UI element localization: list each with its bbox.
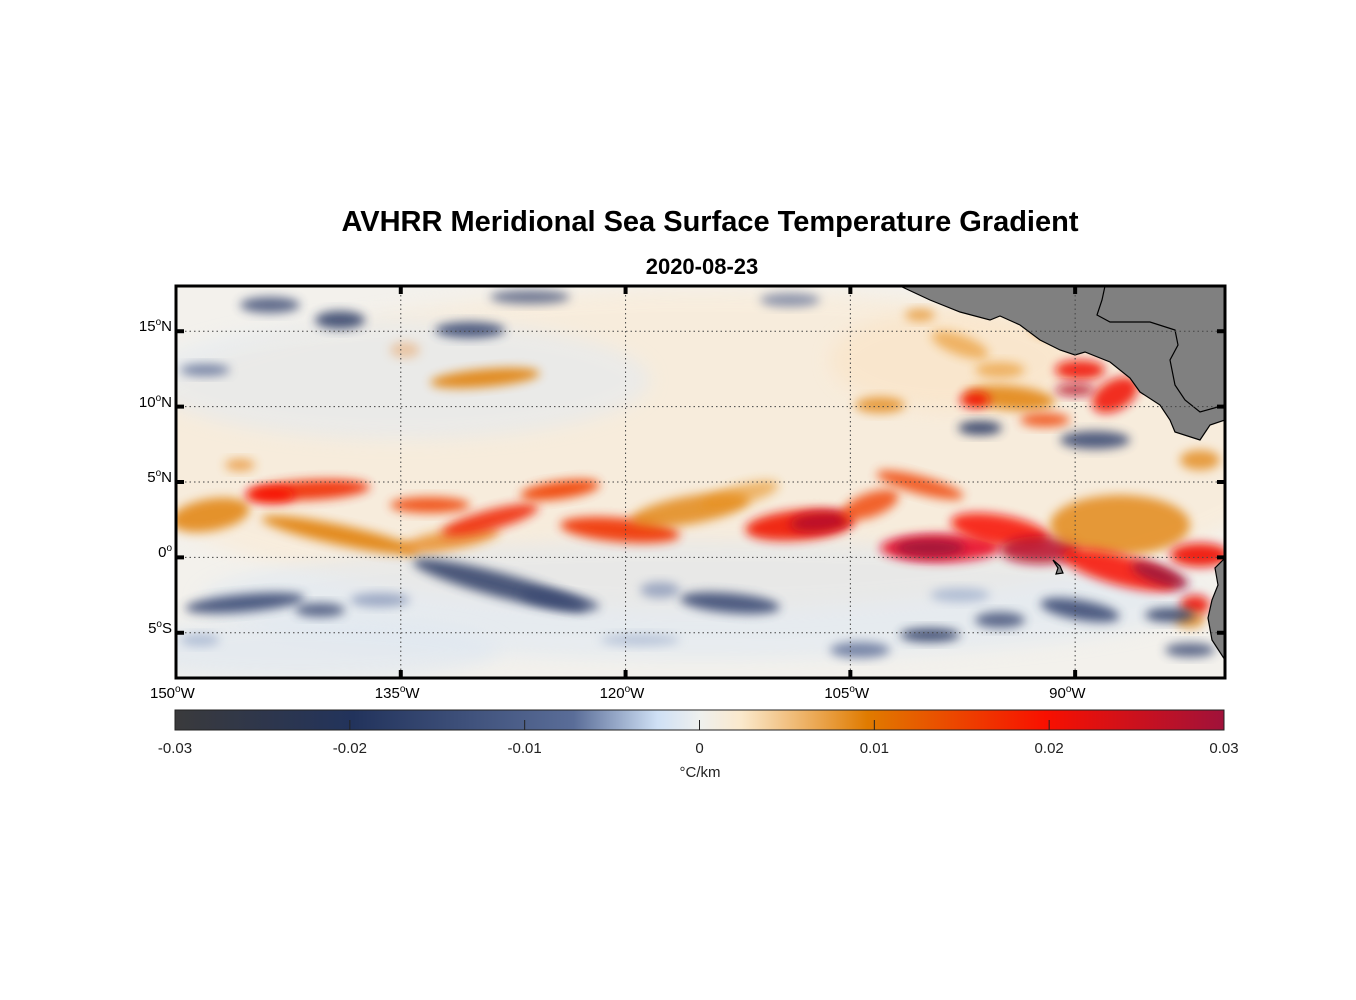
field-feature [520, 589, 600, 611]
x-tick-label: 90oW [1049, 684, 1086, 702]
colorbar-tick-label: 0.02 [1034, 740, 1064, 757]
field-feature [390, 497, 470, 513]
field-feature [430, 367, 540, 389]
field-feature [1145, 608, 1195, 622]
field-feature [905, 309, 935, 321]
field-feature [441, 503, 539, 537]
field-feature [1180, 450, 1220, 470]
field-feature [185, 592, 305, 614]
field-feature [1050, 495, 1190, 555]
field-feature [701, 480, 779, 510]
field-feature [1092, 376, 1138, 414]
y-tick-label: 15oN [138, 317, 172, 336]
field-feature [931, 331, 989, 359]
field-feature [240, 297, 300, 313]
field-feature [900, 628, 960, 642]
field-feature [1000, 536, 1080, 564]
field-feature [958, 421, 1002, 435]
field-feature [225, 459, 255, 471]
field-feature [855, 397, 905, 413]
field-feature [180, 634, 220, 646]
field-feature [245, 487, 295, 503]
field-feature [490, 290, 570, 304]
field-feature [180, 364, 230, 376]
gradient-field [176, 290, 1225, 678]
field-feature [640, 582, 680, 598]
x-tick-label: 150oW [150, 684, 195, 702]
field-feature [520, 479, 600, 501]
field-feature [841, 489, 899, 521]
field-feature [1180, 595, 1210, 615]
field-feature [830, 642, 890, 658]
field-feature [600, 634, 680, 646]
chart-title: AVHRR Meridional Sea Surface Temperature… [341, 206, 1079, 238]
field-feature [176, 497, 250, 533]
field-feature [1165, 643, 1215, 657]
y-tick-label: 10oN [138, 392, 172, 411]
field-feature [315, 311, 365, 329]
field-patch [176, 620, 500, 678]
field-feature [350, 593, 410, 607]
field-feature [876, 470, 964, 500]
colorbar-tick-label: 0.03 [1209, 740, 1239, 757]
y-tick-label: 0o [158, 543, 172, 562]
field-feature [760, 293, 820, 307]
field-feature [261, 515, 419, 555]
field-feature [975, 362, 1025, 378]
chart-subtitle: 2020-08-23 [645, 254, 759, 279]
field-feature [1061, 548, 1179, 592]
field-feature [1040, 597, 1120, 623]
colorbar-tick-label: -0.03 [157, 740, 193, 757]
field-patch [830, 310, 1070, 410]
field-feature [1170, 543, 1225, 567]
galapagos-island [1052, 559, 1064, 575]
graticule [176, 286, 1225, 678]
field-feature [295, 603, 345, 617]
field-feature [1131, 561, 1189, 589]
field-feature [390, 342, 420, 358]
field-feature [960, 392, 990, 408]
field-feature [1055, 360, 1105, 380]
field-feature [435, 322, 505, 338]
x-tick-label: 120oW [599, 684, 645, 702]
colorbar-tick-label: 0 [695, 740, 704, 757]
x-tick-label: 135oW [374, 684, 420, 702]
field-feature [680, 592, 780, 614]
y-tick-label: 5oN [147, 468, 172, 486]
field-feature [975, 612, 1025, 628]
field-feature [930, 588, 990, 602]
field-patch [176, 320, 650, 440]
y-tick-label: 5oS [148, 618, 172, 637]
field-feature [790, 511, 850, 533]
field-feature [1020, 413, 1070, 427]
colorbar-tick-label: -0.01 [507, 740, 542, 757]
colorbar-tick-label: -0.02 [332, 740, 367, 757]
field-feature [895, 539, 965, 557]
x-tick-label: 105oW [824, 684, 870, 702]
colorbar-tick-label: 0.01 [859, 740, 889, 757]
field-feature [1060, 431, 1130, 449]
colorbar-unit-label: °C/km [679, 764, 721, 781]
central-america-land [899, 286, 1225, 441]
